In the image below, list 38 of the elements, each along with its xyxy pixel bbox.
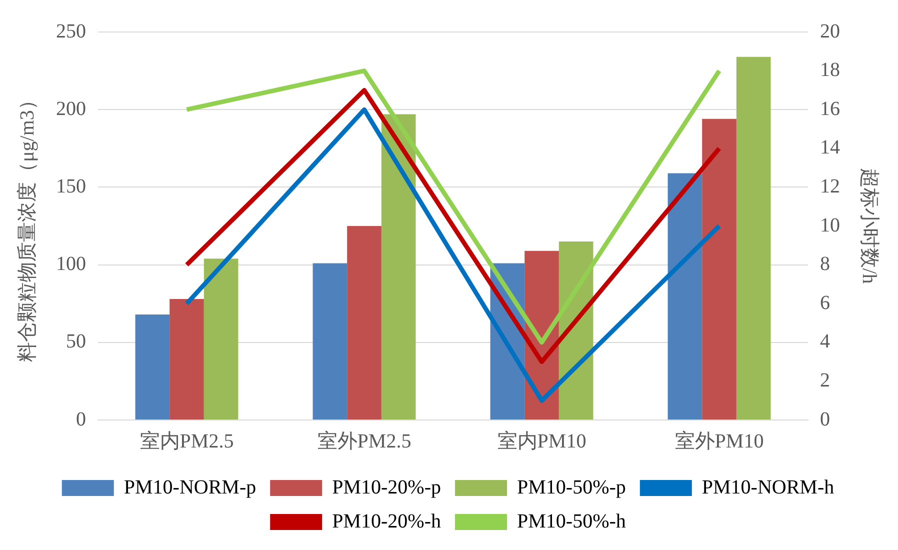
- y2-tick-label: 18: [820, 59, 840, 82]
- y2-tick-label: 12: [820, 175, 840, 198]
- bar: [668, 173, 702, 420]
- bar: [170, 298, 204, 420]
- legend-label: PM10-50%-p: [517, 476, 626, 498]
- y2-tick-label: 0: [820, 408, 830, 430]
- legend-label: PM10-50%-h: [517, 510, 626, 532]
- y2-tick-label: 10: [820, 214, 840, 236]
- x-tick-label: 室外PM2.5: [317, 429, 412, 452]
- y2-tick-label: 20: [820, 20, 840, 42]
- y-axis-title: 料仓颗粒物质量浓度（μg/m3）: [16, 90, 38, 362]
- x-tick-label: 室内PM2.5: [140, 429, 234, 452]
- bar: [312, 263, 348, 420]
- bar: [135, 314, 170, 420]
- y2-tick-label: 16: [820, 98, 840, 120]
- y2-tick-label: 4: [820, 330, 830, 353]
- bar: [702, 118, 736, 420]
- x-tick-label: 室外PM10: [674, 429, 764, 452]
- y2-tick-label: 6: [820, 292, 830, 314]
- y-tick-label: 0: [76, 408, 86, 430]
- legend-label: PM10-20%-p: [332, 476, 442, 498]
- y-tick-label: 200: [56, 98, 86, 120]
- y-tick-label: 250: [56, 20, 86, 42]
- y2-tick-label: 14: [820, 136, 840, 159]
- y2-tick-label: 8: [820, 253, 830, 276]
- legend-label: PM10-NORM-p: [124, 476, 256, 498]
- bar: [736, 56, 771, 420]
- legend-label: PM10-20%-h: [332, 510, 442, 532]
- bar: [347, 226, 382, 420]
- y2-axis-title: 超标小时数/h: [858, 168, 880, 284]
- y-tick-label: 100: [56, 253, 86, 276]
- y2-tick-label: 2: [820, 369, 830, 392]
- bar: [204, 258, 238, 420]
- bar: [381, 114, 416, 420]
- x-tick-label: 室内PM10: [497, 429, 586, 452]
- legend-label: PM10-NORM-h: [702, 476, 834, 498]
- y-tick-label: 150: [56, 175, 86, 198]
- y-tick-label: 50: [66, 330, 86, 353]
